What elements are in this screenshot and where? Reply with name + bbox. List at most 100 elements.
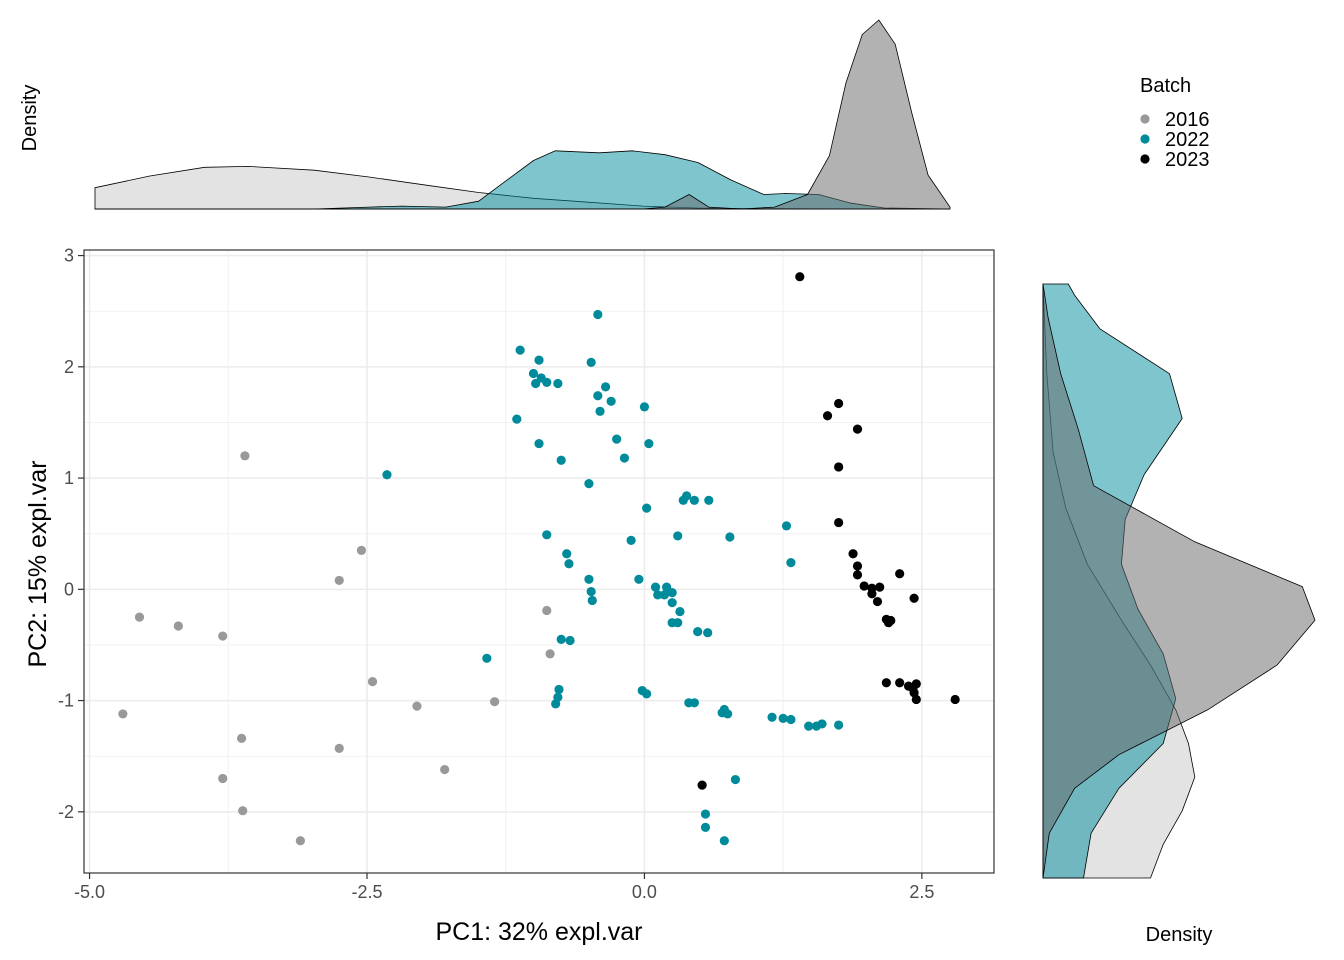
point-2022 <box>593 309 603 320</box>
legend-key-2022 <box>1140 134 1150 144</box>
point-2022 <box>662 582 672 592</box>
point-2016 <box>440 764 450 775</box>
point-2016 <box>545 649 555 659</box>
plot-border <box>83 249 995 874</box>
point-2022 <box>719 836 729 846</box>
point-2023 <box>852 561 863 571</box>
right-density-2023 <box>1042 283 1316 879</box>
point-2016 <box>236 733 247 743</box>
point-2022 <box>689 698 699 708</box>
point-2022 <box>512 414 522 424</box>
right-density-panel <box>1042 283 1316 879</box>
point-2022 <box>639 402 650 412</box>
point-2023 <box>881 678 891 688</box>
point-2023 <box>859 581 869 591</box>
point-2022 <box>562 549 572 559</box>
point-2016 <box>218 773 228 784</box>
point-2022 <box>565 635 575 646</box>
point-2023 <box>822 411 833 421</box>
point-2022 <box>767 712 777 722</box>
legend-label-2016: 2016 <box>1165 109 1210 131</box>
point-2022 <box>786 558 796 568</box>
point-2022 <box>817 719 827 729</box>
point-2022 <box>723 709 733 719</box>
point-2016 <box>134 612 145 622</box>
point-2023 <box>895 678 905 688</box>
point-2022 <box>382 470 392 480</box>
point-2022 <box>595 406 605 416</box>
scatter-panel: -5.0 -2.5 0.0 2.5 -2 -1 0 1 2 3 <box>58 246 995 902</box>
point-2022 <box>689 495 699 505</box>
point-2023 <box>852 570 863 580</box>
point-2016 <box>490 697 500 707</box>
x-axis-ticks: -5.0 -2.5 0.0 2.5 <box>74 873 934 902</box>
point-2022 <box>730 774 741 785</box>
point-2022 <box>542 377 552 387</box>
point-2016 <box>238 806 248 816</box>
x-tick-label: 2.5 <box>909 882 934 902</box>
point-2022 <box>551 699 561 709</box>
x-axis-title: PC1: 32% expl.var <box>435 918 642 946</box>
point-2022 <box>644 438 654 449</box>
point-2023 <box>886 615 896 626</box>
point-2016 <box>295 836 306 846</box>
point-2016 <box>542 605 552 616</box>
point-2022 <box>542 530 552 540</box>
point-2023 <box>834 398 844 409</box>
point-2022 <box>667 598 677 608</box>
point-2022 <box>675 606 685 617</box>
point-2016 <box>367 677 378 687</box>
point-2016 <box>218 631 228 641</box>
minor-gridlines <box>84 250 994 873</box>
point-2022 <box>606 396 616 406</box>
point-2016 <box>412 701 422 711</box>
legend-key-2016 <box>1140 114 1150 124</box>
point-2022 <box>584 479 594 489</box>
y-tick-label: 0 <box>64 579 74 599</box>
point-2022 <box>653 590 663 600</box>
point-2022 <box>531 378 541 389</box>
point-2023 <box>795 272 805 282</box>
top-density-panel <box>94 19 951 210</box>
scatter-points <box>118 272 960 846</box>
point-2022 <box>554 684 564 695</box>
point-2022 <box>528 368 539 379</box>
y-tick-label: -1 <box>58 691 74 711</box>
point-2022 <box>704 495 714 505</box>
top-density-2023 <box>94 19 951 210</box>
point-2023 <box>911 679 921 689</box>
point-2023 <box>834 462 844 472</box>
point-2022 <box>556 455 566 465</box>
point-2022 <box>642 503 652 513</box>
point-2023 <box>834 517 844 528</box>
point-2022 <box>553 378 563 389</box>
point-2022 <box>693 626 703 637</box>
point-2022 <box>804 721 814 731</box>
y-tick-label: -2 <box>58 802 74 822</box>
point-2016 <box>334 575 344 586</box>
point-2023 <box>895 569 905 579</box>
point-2022 <box>619 453 630 463</box>
y-tick-label: 3 <box>64 246 74 266</box>
point-2023 <box>697 780 707 790</box>
y-axis-ticks: -2 -1 0 1 2 3 <box>58 246 84 822</box>
point-2016 <box>334 743 344 754</box>
legend-key-2023 <box>1140 154 1150 164</box>
point-2022 <box>703 628 713 638</box>
point-2022 <box>593 391 603 401</box>
point-2023 <box>911 694 921 705</box>
legend-label-2023: 2023 <box>1165 149 1210 171</box>
point-2022 <box>586 586 596 597</box>
point-2022 <box>584 574 594 584</box>
point-2022 <box>725 532 735 542</box>
point-2022 <box>659 590 670 600</box>
point-2022 <box>634 574 644 584</box>
point-2023 <box>867 589 877 599</box>
point-2022 <box>556 634 566 644</box>
point-2023 <box>848 549 858 559</box>
point-2022 <box>650 582 661 592</box>
point-2016 <box>356 545 367 555</box>
y-tick-label: 1 <box>64 468 74 488</box>
